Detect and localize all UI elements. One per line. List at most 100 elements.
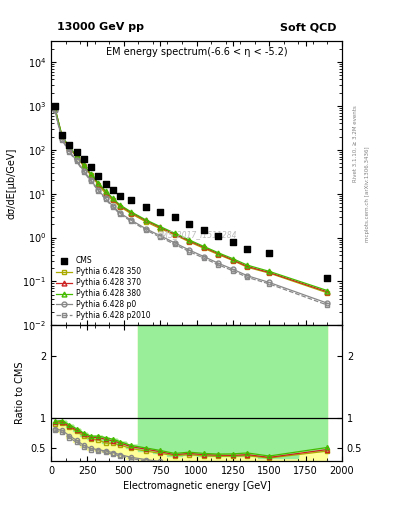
Line: Pythia 6.428 350: Pythia 6.428 350 xyxy=(52,105,330,295)
CMS xyxy=(110,186,116,194)
Pythia 6.428 p2010 xyxy=(325,302,330,308)
Text: 13000 GeV pp: 13000 GeV pp xyxy=(57,23,144,32)
Pythia 6.428 p0 xyxy=(103,195,108,201)
Pythia 6.428 350 xyxy=(143,219,148,225)
CMS xyxy=(103,179,109,187)
CMS xyxy=(266,249,272,257)
Pythia 6.428 380 xyxy=(129,209,134,215)
Pythia 6.428 p0 xyxy=(216,260,221,266)
Pythia 6.428 370 xyxy=(245,263,250,269)
Pythia 6.428 380 xyxy=(267,268,272,274)
Pythia 6.428 p0 xyxy=(74,157,79,163)
Pythia 6.428 p2010 xyxy=(202,255,206,261)
Pythia 6.428 p2010 xyxy=(118,211,123,217)
Pythia 6.428 p2010 xyxy=(143,227,148,233)
Text: Soft QCD: Soft QCD xyxy=(279,23,336,32)
Pythia 6.428 p2010 xyxy=(110,204,115,210)
Pythia 6.428 p0 xyxy=(67,148,72,155)
CMS xyxy=(157,208,163,216)
Pythia 6.428 380 xyxy=(60,133,64,139)
Pythia 6.428 350 xyxy=(173,232,177,238)
Pythia 6.428 p0 xyxy=(245,273,250,279)
Pythia 6.428 350 xyxy=(52,105,57,111)
CMS xyxy=(81,155,87,163)
CMS xyxy=(230,238,236,246)
Pythia 6.428 p2010 xyxy=(52,107,57,113)
Pythia 6.428 370 xyxy=(74,153,79,159)
Text: mcplots.cern.ch [arXiv:1306.3436]: mcplots.cern.ch [arXiv:1306.3436] xyxy=(365,147,370,242)
Pythia 6.428 p0 xyxy=(325,300,330,306)
Pythia 6.428 370 xyxy=(60,133,64,139)
Pythia 6.428 p0 xyxy=(202,253,206,260)
Pythia 6.428 p2010 xyxy=(245,274,250,281)
Pythia 6.428 p0 xyxy=(231,266,235,272)
Pythia 6.428 p2010 xyxy=(103,196,108,202)
CMS xyxy=(244,245,251,253)
Pythia 6.428 380 xyxy=(74,153,79,159)
Pythia 6.428 370 xyxy=(103,189,108,195)
Pythia 6.428 350 xyxy=(118,204,123,210)
CMS xyxy=(95,172,101,180)
Pythia 6.428 350 xyxy=(202,245,206,251)
Pythia 6.428 p0 xyxy=(173,240,177,246)
Pythia 6.428 380 xyxy=(118,202,123,208)
Y-axis label: Ratio to CMS: Ratio to CMS xyxy=(15,362,25,424)
CMS xyxy=(324,274,331,282)
Pythia 6.428 p0 xyxy=(110,203,115,209)
Pythia 6.428 370 xyxy=(89,172,94,178)
Pythia 6.428 370 xyxy=(81,162,86,168)
Text: CMS_2017_I1511284: CMS_2017_I1511284 xyxy=(156,230,237,239)
Pythia 6.428 380 xyxy=(81,162,86,168)
Pythia 6.428 370 xyxy=(110,196,115,202)
Pythia 6.428 p2010 xyxy=(231,268,235,274)
Pythia 6.428 p0 xyxy=(81,168,86,174)
Pythia 6.428 350 xyxy=(245,264,250,270)
Pythia 6.428 p2010 xyxy=(158,234,163,240)
Pythia 6.428 350 xyxy=(158,225,163,231)
Pythia 6.428 350 xyxy=(60,134,64,140)
Legend: CMS, Pythia 6.428 350, Pythia 6.428 370, Pythia 6.428 380, Pythia 6.428 p0, Pyth: CMS, Pythia 6.428 350, Pythia 6.428 370,… xyxy=(55,255,152,322)
Pythia 6.428 350 xyxy=(325,290,330,296)
Text: Rivet 3.1.10, ≥ 3.2M events: Rivet 3.1.10, ≥ 3.2M events xyxy=(353,105,358,182)
CMS xyxy=(117,191,123,200)
Pythia 6.428 380 xyxy=(89,171,94,177)
Pythia 6.428 p0 xyxy=(52,106,57,113)
Pythia 6.428 350 xyxy=(74,154,79,160)
CMS xyxy=(73,147,80,156)
Line: Pythia 6.428 p0: Pythia 6.428 p0 xyxy=(52,107,330,306)
Pythia 6.428 370 xyxy=(67,144,72,151)
Text: EM energy spectrum(-6.6 < η < -5.2): EM energy spectrum(-6.6 < η < -5.2) xyxy=(106,47,287,57)
Pythia 6.428 p0 xyxy=(158,232,163,239)
CMS xyxy=(186,220,193,228)
Pythia 6.428 370 xyxy=(231,257,235,263)
Pythia 6.428 p0 xyxy=(129,217,134,223)
Pythia 6.428 350 xyxy=(110,197,115,203)
Pythia 6.428 380 xyxy=(202,243,206,249)
Pythia 6.428 350 xyxy=(231,258,235,264)
Pythia 6.428 p2010 xyxy=(267,281,272,287)
CMS xyxy=(66,141,72,149)
Pythia 6.428 p2010 xyxy=(129,218,134,224)
CMS xyxy=(51,102,58,110)
Pythia 6.428 370 xyxy=(216,250,221,257)
Pythia 6.428 p2010 xyxy=(216,262,221,268)
Pythia 6.428 380 xyxy=(67,144,72,150)
Pythia 6.428 p0 xyxy=(60,136,64,142)
Pythia 6.428 p2010 xyxy=(74,158,79,164)
Pythia 6.428 350 xyxy=(103,190,108,197)
Pythia 6.428 370 xyxy=(96,180,101,186)
Pythia 6.428 p2010 xyxy=(67,149,72,155)
Pythia 6.428 350 xyxy=(267,270,272,276)
Pythia 6.428 p2010 xyxy=(89,178,94,184)
CMS xyxy=(59,131,65,139)
Pythia 6.428 350 xyxy=(129,210,134,217)
CMS xyxy=(172,212,178,221)
Pythia 6.428 p2010 xyxy=(60,137,64,143)
Pythia 6.428 380 xyxy=(96,180,101,186)
Pythia 6.428 380 xyxy=(231,255,235,262)
Pythia 6.428 p0 xyxy=(143,225,148,231)
Pythia 6.428 350 xyxy=(89,173,94,179)
Pythia 6.428 380 xyxy=(158,223,163,229)
Pythia 6.428 380 xyxy=(143,217,148,223)
Pythia 6.428 p2010 xyxy=(81,169,86,175)
